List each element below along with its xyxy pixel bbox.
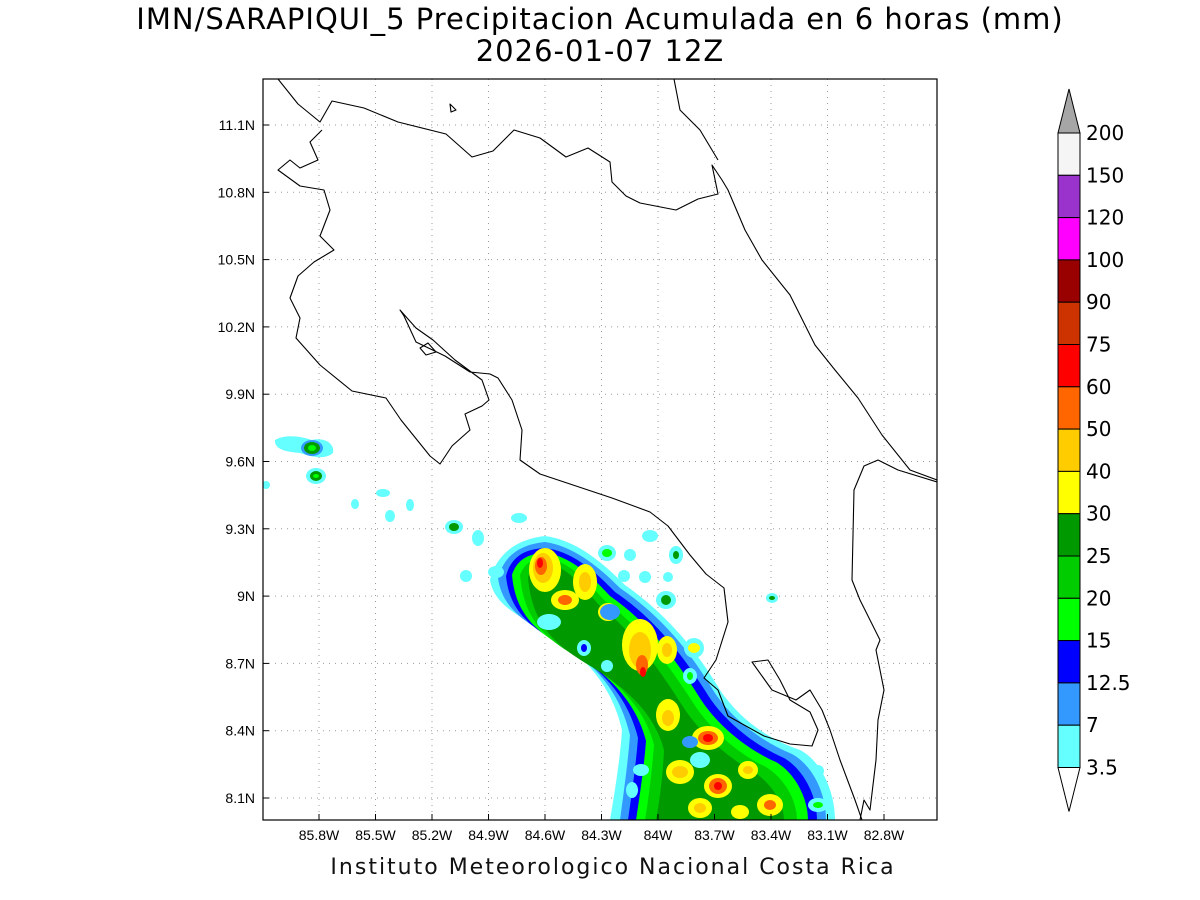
lon-tick-label: 84.3W: [581, 827, 622, 843]
colorbar-label: 120: [1086, 206, 1124, 230]
coastline: [277, 79, 937, 820]
colorbar-label: 75: [1086, 333, 1111, 357]
map-date: 2026-01-07 12Z: [475, 34, 725, 68]
colorbar-label: 7: [1086, 713, 1099, 737]
colorbar-swatch: [1057, 386, 1081, 430]
lon-tick-label: 83.7W: [694, 827, 735, 843]
lat-tick-label: 9.3N: [225, 521, 255, 537]
rain-band-main: [490, 536, 835, 820]
colorbar-label: 90: [1086, 290, 1111, 314]
colorbar-label: 40: [1086, 459, 1111, 483]
lon-tick-label: 83.1W: [807, 827, 848, 843]
colorbar-swatch: [1057, 724, 1081, 769]
lat-tick-label: 10.2N: [218, 319, 255, 335]
institution-footer: Instituto Meteorologico Nacional Costa R…: [330, 855, 896, 880]
lat-tick-label: 9.6N: [225, 454, 255, 470]
colorbar-swatch: [1057, 470, 1081, 515]
map-grid: [263, 79, 937, 820]
rain-gaps: [600, 604, 710, 776]
lat-tick-label: 10.5N: [218, 252, 255, 268]
colorbar-swatch: [1057, 640, 1081, 684]
lat-tick-label: 11.1N: [219, 117, 255, 133]
map-title: IMN/SARAPIQUI_5 Precipitacion Acumulada …: [136, 2, 1064, 36]
colorbar-swatch: [1057, 344, 1081, 388]
lon-tick-label: 85.8W: [299, 827, 340, 843]
colorbar-swatch: [1057, 132, 1081, 176]
lat-tick-label: 8.7N: [225, 655, 255, 671]
lon-tick-label: 84.6W: [525, 827, 566, 843]
colorbar-label: 15: [1086, 629, 1111, 653]
lon-tick-label: 84.9W: [468, 827, 509, 843]
colorbar-label: 25: [1086, 544, 1111, 568]
colorbar-swatch: [1057, 301, 1081, 346]
colorbar-label: 100: [1086, 248, 1124, 272]
lat-tick-label: 9.9N: [225, 386, 255, 402]
colorbar-swatch: [1057, 555, 1081, 599]
colorbar-label: 12.5: [1086, 671, 1131, 695]
colorbar-swatch: [1057, 174, 1081, 219]
lon-tick-label: 83.4W: [751, 827, 792, 843]
colorbar-label: 200: [1086, 121, 1124, 145]
colorbar: 200 150 120 100 90 75 60 50 40 30 25 20 15 12.5 7 3.5: [1057, 88, 1131, 812]
lat-tick-label: 8.1N: [225, 790, 255, 806]
colorbar-label: 60: [1086, 375, 1111, 399]
colorbar-swatch: [1057, 513, 1081, 557]
lon-tick-label: 82.8W: [864, 827, 905, 843]
colorbar-swatch: [1057, 259, 1081, 303]
rain-cells-scattered: [263, 436, 828, 812]
colorbar-swatch: [1057, 597, 1081, 642]
colorbar-label: 50: [1086, 417, 1111, 441]
lon-tick-label: 84W: [644, 827, 674, 843]
rain-cores: [529, 548, 783, 819]
lon-tick-label: 85.5W: [355, 827, 396, 843]
colorbar-swatch: [1057, 682, 1081, 726]
map-frame: [262, 78, 938, 821]
colorbar-label: 30: [1086, 502, 1111, 526]
lat-tick-label: 9N: [237, 588, 255, 604]
colorbar-swatch: [1057, 428, 1081, 472]
colorbar-label: 20: [1086, 586, 1111, 610]
colorbar-swatch: [1057, 217, 1081, 261]
longitude-labels: 85.8W 85.5W 85.2W 84.9W 84.6W 84.3W 84W 83.7W 83…: [299, 814, 905, 843]
lon-tick-label: 85.2W: [412, 827, 453, 843]
lat-tick-label: 8.4N: [225, 723, 255, 739]
colorbar-under-arrow: [1057, 767, 1081, 812]
precipitation-field: [263, 436, 835, 820]
colorbar-label: 150: [1086, 163, 1124, 187]
latitude-labels: 11.1N 10.8N 10.5N 10.2N 9.9N 9.6N 9.3N 9N 8.7N 8.…: [218, 117, 269, 806]
lat-tick-label: 10.8N: [218, 184, 255, 200]
colorbar-over-arrow: [1057, 88, 1081, 134]
colorbar-label: 3.5: [1086, 756, 1118, 780]
